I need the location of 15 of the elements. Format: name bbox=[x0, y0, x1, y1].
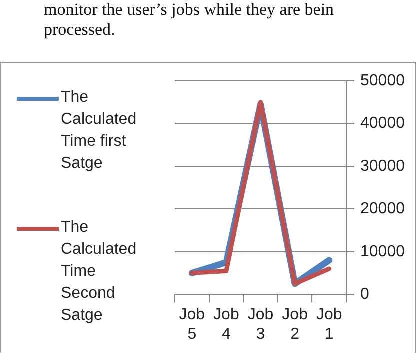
y-tick-label: 0 bbox=[360, 286, 370, 304]
legend-label: The Calculated Time Second Satge bbox=[60, 218, 138, 326]
y-tick-label: 20000 bbox=[360, 200, 406, 218]
x-tick-label: Job 4 bbox=[214, 306, 240, 343]
y-tick-label: 30000 bbox=[360, 158, 406, 175]
x-tick-label: Job 5 bbox=[179, 306, 206, 343]
text: processed. bbox=[44, 20, 116, 40]
y-tick-label: 10000 bbox=[360, 243, 406, 260]
x-tick-label: Job 1 bbox=[316, 306, 342, 343]
y-tick-label: 50000 bbox=[360, 72, 406, 90]
y-tick-label: 40000 bbox=[360, 115, 406, 132]
x-tick-label: Job 3 bbox=[248, 306, 274, 343]
x-tick-label: Job 2 bbox=[282, 306, 308, 343]
legend-label: The Calculated Time first Satge bbox=[60, 88, 138, 174]
text: monitor the user’s jobs while they are bein bbox=[44, 0, 336, 20]
